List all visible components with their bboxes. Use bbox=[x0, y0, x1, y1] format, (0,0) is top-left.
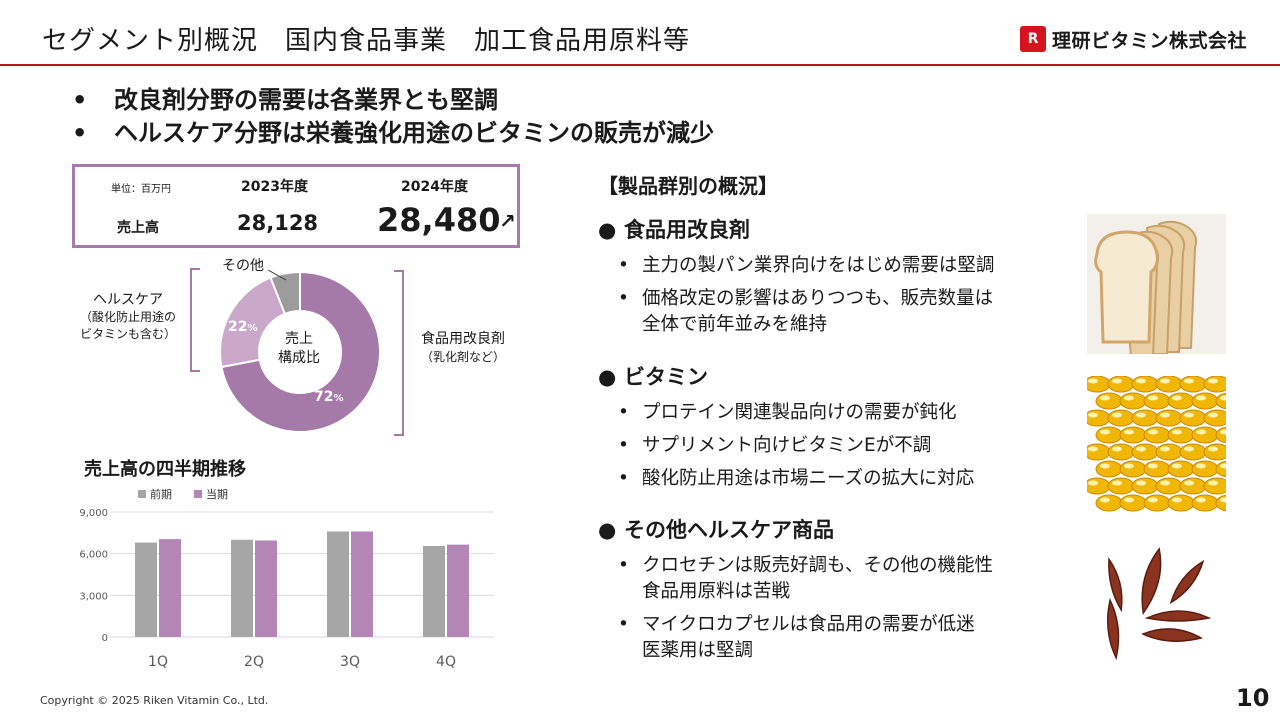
item-bullet-icon: • bbox=[618, 288, 629, 309]
food-label: 食品用改良剤 （乳化剤など） bbox=[420, 331, 505, 364]
year-2024-header: 2024年度 bbox=[401, 179, 468, 195]
legend-swatch bbox=[138, 490, 146, 498]
x-tick-label: 1Q bbox=[148, 654, 168, 670]
category-name: 食品用改良剤 bbox=[624, 218, 750, 242]
sales-summary-box: 単位：百万円 2023年度 2024年度 売上高 28,128 28,480 ↗ bbox=[72, 164, 520, 248]
item-text: 主力の製パン業界向けをはじめ需要は堅調 bbox=[642, 255, 995, 276]
logo-mark-icon: R bbox=[1020, 26, 1046, 52]
bar-2Q-前期 bbox=[231, 539, 253, 637]
bar-3Q-当期 bbox=[351, 531, 373, 637]
item-text: プロテイン関連製品向けの需要が鈍化 bbox=[642, 402, 957, 423]
x-tick-label: 3Q bbox=[340, 654, 360, 670]
category-heading: ● 食品用改良剤 bbox=[598, 214, 750, 244]
other-label: その他 bbox=[222, 258, 264, 274]
item-text: 食品用原料は苦戦 bbox=[642, 581, 791, 602]
logo-text: 理研ビタミン株式会社 bbox=[1052, 29, 1248, 52]
food-bracket bbox=[394, 270, 404, 436]
item-bullet-icon: • bbox=[618, 614, 629, 635]
health-label: ヘルスケア （酸化防止用途の ビタミンも含む） bbox=[79, 292, 176, 341]
category-bullet-icon: ● bbox=[598, 218, 617, 242]
panel-title: 【製品群別の概況】 bbox=[598, 174, 778, 198]
y-tick-label: 6,000 bbox=[79, 550, 108, 561]
item-bullet-icon: • bbox=[618, 402, 629, 423]
header-divider bbox=[0, 64, 1280, 66]
category-item: • マイクロカプセルは食品用の需要が低迷 bbox=[618, 612, 975, 638]
category-item: • 酸化防止用途は市場ニーズの拡大に対応 bbox=[618, 466, 974, 492]
category-item: • クロセチンは販売好調も、その他の機能性 bbox=[618, 553, 993, 579]
item-text: サプリメント向けビタミンEが不調 bbox=[642, 435, 932, 456]
item-bullet-icon: • bbox=[618, 468, 629, 489]
bullet-icon: • bbox=[72, 119, 88, 147]
bullet-icon: • bbox=[72, 86, 88, 114]
quarterly-chart-title: 売上高の四半期推移 bbox=[84, 459, 246, 480]
category-bullet-icon: ● bbox=[598, 518, 617, 542]
legend-label: 前期 bbox=[150, 487, 172, 501]
composition-donut-chart bbox=[219, 270, 381, 433]
x-tick-label: 2Q bbox=[244, 654, 264, 670]
page-number: 10 bbox=[1236, 684, 1270, 712]
x-tick-label: 4Q bbox=[436, 654, 456, 670]
y-tick-label: 0 bbox=[102, 633, 108, 644]
company-logo: R 理研ビタミン株式会社 bbox=[1020, 26, 1247, 52]
category-name: その他ヘルスケア商品 bbox=[624, 518, 834, 542]
item-bullet-icon: • bbox=[618, 255, 629, 276]
trend-up-arrow-icon: ↗ bbox=[499, 209, 516, 233]
legend-swatch bbox=[194, 490, 202, 498]
item-text: 医薬用は堅調 bbox=[642, 640, 754, 661]
bar-3Q-前期 bbox=[327, 531, 349, 637]
bread-photo bbox=[1087, 214, 1226, 354]
category-item: • 価格改定の影響はありつつも、販売数量は bbox=[618, 286, 993, 312]
donut-center-label: 売上 構成比 bbox=[271, 330, 327, 368]
bar-4Q-当期 bbox=[447, 544, 469, 637]
donut-center-line2: 構成比 bbox=[278, 350, 320, 366]
crocetin-pods-photo bbox=[1087, 538, 1226, 678]
sales-2024-value: 28,480 bbox=[377, 201, 501, 239]
item-text: クロセチンは販売好調も、その他の機能性 bbox=[642, 555, 993, 576]
vitamin-capsules-photo bbox=[1087, 376, 1226, 516]
donut-slice-other bbox=[269, 270, 301, 316]
category-heading: ● ビタミン bbox=[598, 361, 708, 391]
year-2023-header: 2023年度 bbox=[241, 179, 308, 195]
other-leader-line bbox=[267, 269, 287, 281]
category-name: ビタミン bbox=[624, 365, 708, 389]
item-text: 全体で前年並みを維持 bbox=[642, 314, 828, 335]
health-pct-label: 22% bbox=[228, 319, 258, 335]
item-bullet-icon: • bbox=[618, 555, 629, 576]
copyright: Copyright © 2025 Riken Vitamin Co., Ltd. bbox=[40, 694, 269, 707]
donut-center-line1: 売上 bbox=[285, 331, 313, 347]
bar-1Q-当期 bbox=[159, 539, 181, 637]
donut-slice-food bbox=[220, 270, 381, 433]
y-tick-label: 9,000 bbox=[79, 508, 108, 519]
sales-row-label: 売上高 bbox=[117, 220, 159, 236]
headline-2: • ヘルスケア分野は栄養強化用途のビタミンの販売が減少 bbox=[72, 113, 714, 148]
headline-text: 改良剤分野の需要は各業界とも堅調 bbox=[114, 86, 498, 114]
category-item: • 主力の製パン業界向けをはじめ需要は堅調 bbox=[618, 253, 994, 279]
sales-2023-value: 28,128 bbox=[237, 211, 319, 235]
item-text: 価格改定の影響はありつつも、販売数量は bbox=[642, 288, 994, 309]
category-item: 食品用原料は苦戦 bbox=[618, 579, 790, 605]
quarterly-bar-chart: 0 3,000 6,000 9,000 1Q 2Q 3Q 4Q 前期 当期 bbox=[79, 487, 494, 670]
bar-1Q-前期 bbox=[135, 542, 157, 637]
category-heading: ● その他ヘルスケア商品 bbox=[598, 514, 834, 544]
category-item: • サプリメント向けビタミンEが不調 bbox=[618, 433, 931, 459]
item-text: マイクロカプセルは食品用の需要が低迷 bbox=[642, 614, 975, 635]
bar-4Q-前期 bbox=[423, 546, 445, 637]
health-bracket bbox=[190, 268, 200, 372]
y-tick-label: 3,000 bbox=[79, 591, 108, 602]
page-title: セグメント別概況 国内食品事業 加工食品用原料等 bbox=[42, 26, 691, 56]
headline-1: • 改良剤分野の需要は各業界とも堅調 bbox=[72, 80, 498, 115]
item-text: 酸化防止用途は市場ニーズの拡大に対応 bbox=[642, 468, 975, 489]
category-bullet-icon: ● bbox=[598, 365, 617, 389]
category-item: 医薬用は堅調 bbox=[618, 638, 753, 664]
legend-label: 当期 bbox=[206, 487, 228, 501]
unit-label: 単位：百万円 bbox=[111, 184, 171, 195]
item-bullet-icon: • bbox=[618, 435, 629, 456]
headline-text: ヘルスケア分野は栄養強化用途のビタミンの販売が減少 bbox=[114, 119, 714, 147]
category-item: 全体で前年並みを維持 bbox=[618, 312, 827, 338]
category-item: • プロテイン関連製品向けの需要が鈍化 bbox=[618, 400, 957, 426]
food-pct-label: 72% bbox=[314, 389, 344, 405]
bar-2Q-当期 bbox=[255, 540, 277, 637]
